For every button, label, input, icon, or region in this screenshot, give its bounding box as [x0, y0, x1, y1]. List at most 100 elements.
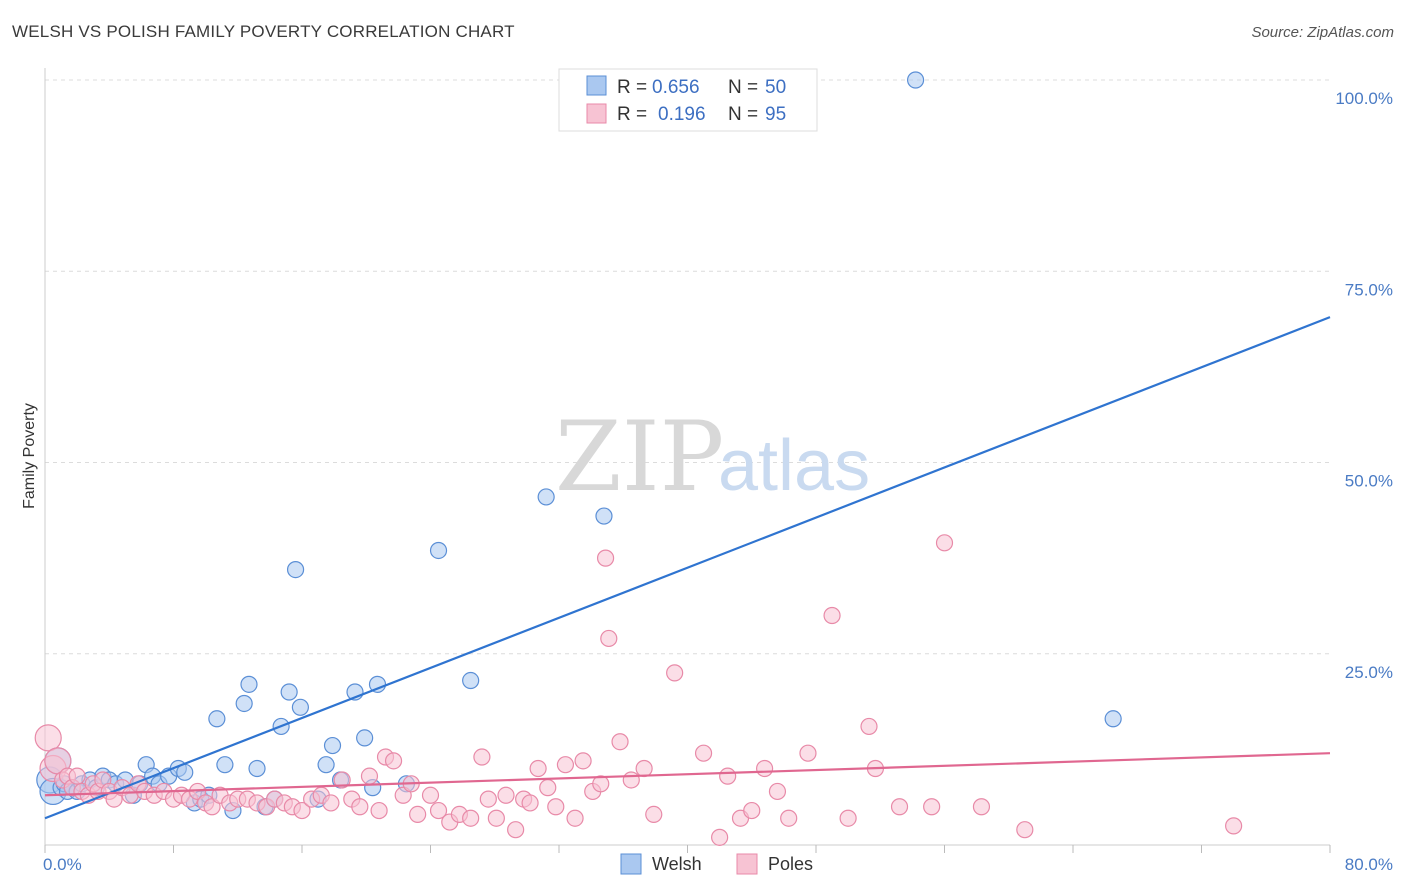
point-poles-50 [429, 801, 448, 820]
point-welsh-52 [1104, 710, 1122, 728]
point-welsh-40 [323, 736, 342, 755]
y-tick-labels: 25.0% 50.0% 75.0% 100.0% [1335, 89, 1393, 682]
point-poles-86 [839, 809, 857, 827]
point-poles-89 [890, 798, 909, 816]
point-poles-74 [645, 805, 663, 824]
legend-n-label-poles: N = [728, 104, 758, 125]
point-poles-6 [68, 767, 86, 785]
legend-n-label-welsh: N = [728, 77, 758, 98]
point-poles-68 [592, 775, 610, 793]
y-tick-label-3: 100.0% [1335, 89, 1393, 108]
point-poles-61 [529, 759, 547, 778]
legend-n-value-welsh: 50 [765, 77, 786, 98]
x-tick-label-1: 80.0% [1345, 855, 1393, 874]
point-welsh-31 [248, 759, 266, 778]
point-welsh-29 [235, 694, 253, 713]
point-welsh-27 [216, 756, 234, 774]
point-poles-72 [622, 771, 640, 789]
point-poles-64 [556, 756, 575, 774]
point-poles-53 [462, 809, 480, 827]
point-welsh-51 [906, 71, 925, 89]
point-poles-84 [799, 744, 817, 762]
series-legend-swatch-welsh [620, 853, 642, 875]
point-poles-77 [711, 828, 729, 846]
point-welsh-37 [291, 698, 309, 716]
trend-line-poles [44, 752, 1331, 797]
point-poles-41 [351, 798, 369, 816]
point-poles-69 [596, 549, 615, 567]
point-poles-35 [293, 801, 311, 820]
point-poles-78 [719, 767, 737, 785]
point-welsh-43 [356, 729, 374, 747]
point-welsh-35 [280, 683, 298, 701]
point-poles-39 [333, 771, 351, 789]
legend-swatch-poles [586, 103, 607, 124]
point-poles-58 [507, 821, 525, 839]
point-welsh-49 [537, 488, 555, 506]
trend-lines [44, 316, 1331, 820]
point-poles-90 [923, 798, 941, 816]
point-poles-75 [666, 664, 684, 682]
point-welsh-30 [240, 675, 258, 693]
point-poles-93 [1016, 821, 1034, 839]
point-poles-70 [600, 629, 618, 648]
poles-points [34, 534, 1243, 846]
point-poles-94 [1225, 817, 1243, 835]
point-poles-83 [780, 809, 798, 827]
point-poles-92 [972, 798, 991, 816]
point-poles-57 [497, 786, 515, 804]
series-legend: Welsh Poles [620, 853, 813, 875]
point-poles-0 [34, 724, 62, 752]
point-poles-81 [755, 759, 774, 778]
point-poles-55 [479, 790, 497, 808]
point-poles-48 [409, 805, 427, 824]
point-poles-71 [611, 733, 629, 751]
point-welsh-26 [208, 710, 226, 728]
point-poles-43 [370, 801, 388, 820]
watermark-zip: ZIP [555, 401, 724, 513]
point-poles-42 [360, 767, 379, 785]
point-poles-66 [574, 752, 592, 770]
trend-line-welsh [44, 316, 1331, 820]
point-poles-62 [539, 779, 557, 797]
point-poles-56 [487, 809, 505, 827]
point-welsh-47 [429, 541, 448, 560]
legend-swatch-welsh [586, 75, 607, 96]
y-tick-label-2: 75.0% [1345, 280, 1393, 299]
point-poles-65 [566, 809, 584, 827]
point-poles-76 [694, 744, 713, 762]
legend-r-value-poles: 0.196 [658, 104, 706, 125]
point-poles-80 [743, 801, 761, 820]
point-poles-60 [521, 794, 539, 812]
x-tick-labels: 0.0% 80.0% [43, 855, 1393, 874]
point-poles-87 [860, 717, 878, 736]
point-poles-38 [322, 794, 340, 812]
watermark: ZIP atlas [555, 401, 870, 513]
series-legend-label-poles: Poles [768, 854, 813, 874]
point-poles-54 [473, 748, 491, 766]
chart-title: WELSH VS POLISH FAMILY POVERTY CORRELATI… [12, 22, 515, 41]
point-poles-45 [384, 752, 403, 770]
source-label: Source: ZipAtlas.com [1251, 24, 1394, 41]
axes [44, 68, 1331, 853]
point-welsh-50 [595, 507, 613, 525]
legend-n-value-poles: 95 [765, 104, 786, 125]
point-welsh-39 [317, 756, 335, 774]
point-poles-85 [823, 606, 841, 625]
point-welsh-36 [286, 560, 305, 579]
series-legend-swatch-poles [736, 853, 758, 875]
point-poles-82 [768, 782, 787, 801]
y-tick-label-0: 25.0% [1345, 663, 1393, 682]
x-tick-label-0: 0.0% [43, 855, 82, 874]
point-poles-91 [935, 534, 954, 552]
watermark-atlas: atlas [718, 426, 870, 506]
correlation-legend: R = 0.656 N = 50 R = 0.196 N = 95 [558, 68, 818, 132]
legend-r-label-welsh: R = [617, 77, 647, 98]
legend-r-value-welsh: 0.656 [652, 77, 700, 98]
legend-r-label-poles: R = [617, 104, 647, 125]
point-poles-49 [421, 786, 440, 804]
point-welsh-48 [462, 671, 480, 690]
y-axis-label: Family Poverty [21, 403, 38, 509]
y-tick-label-1: 50.0% [1345, 472, 1393, 491]
